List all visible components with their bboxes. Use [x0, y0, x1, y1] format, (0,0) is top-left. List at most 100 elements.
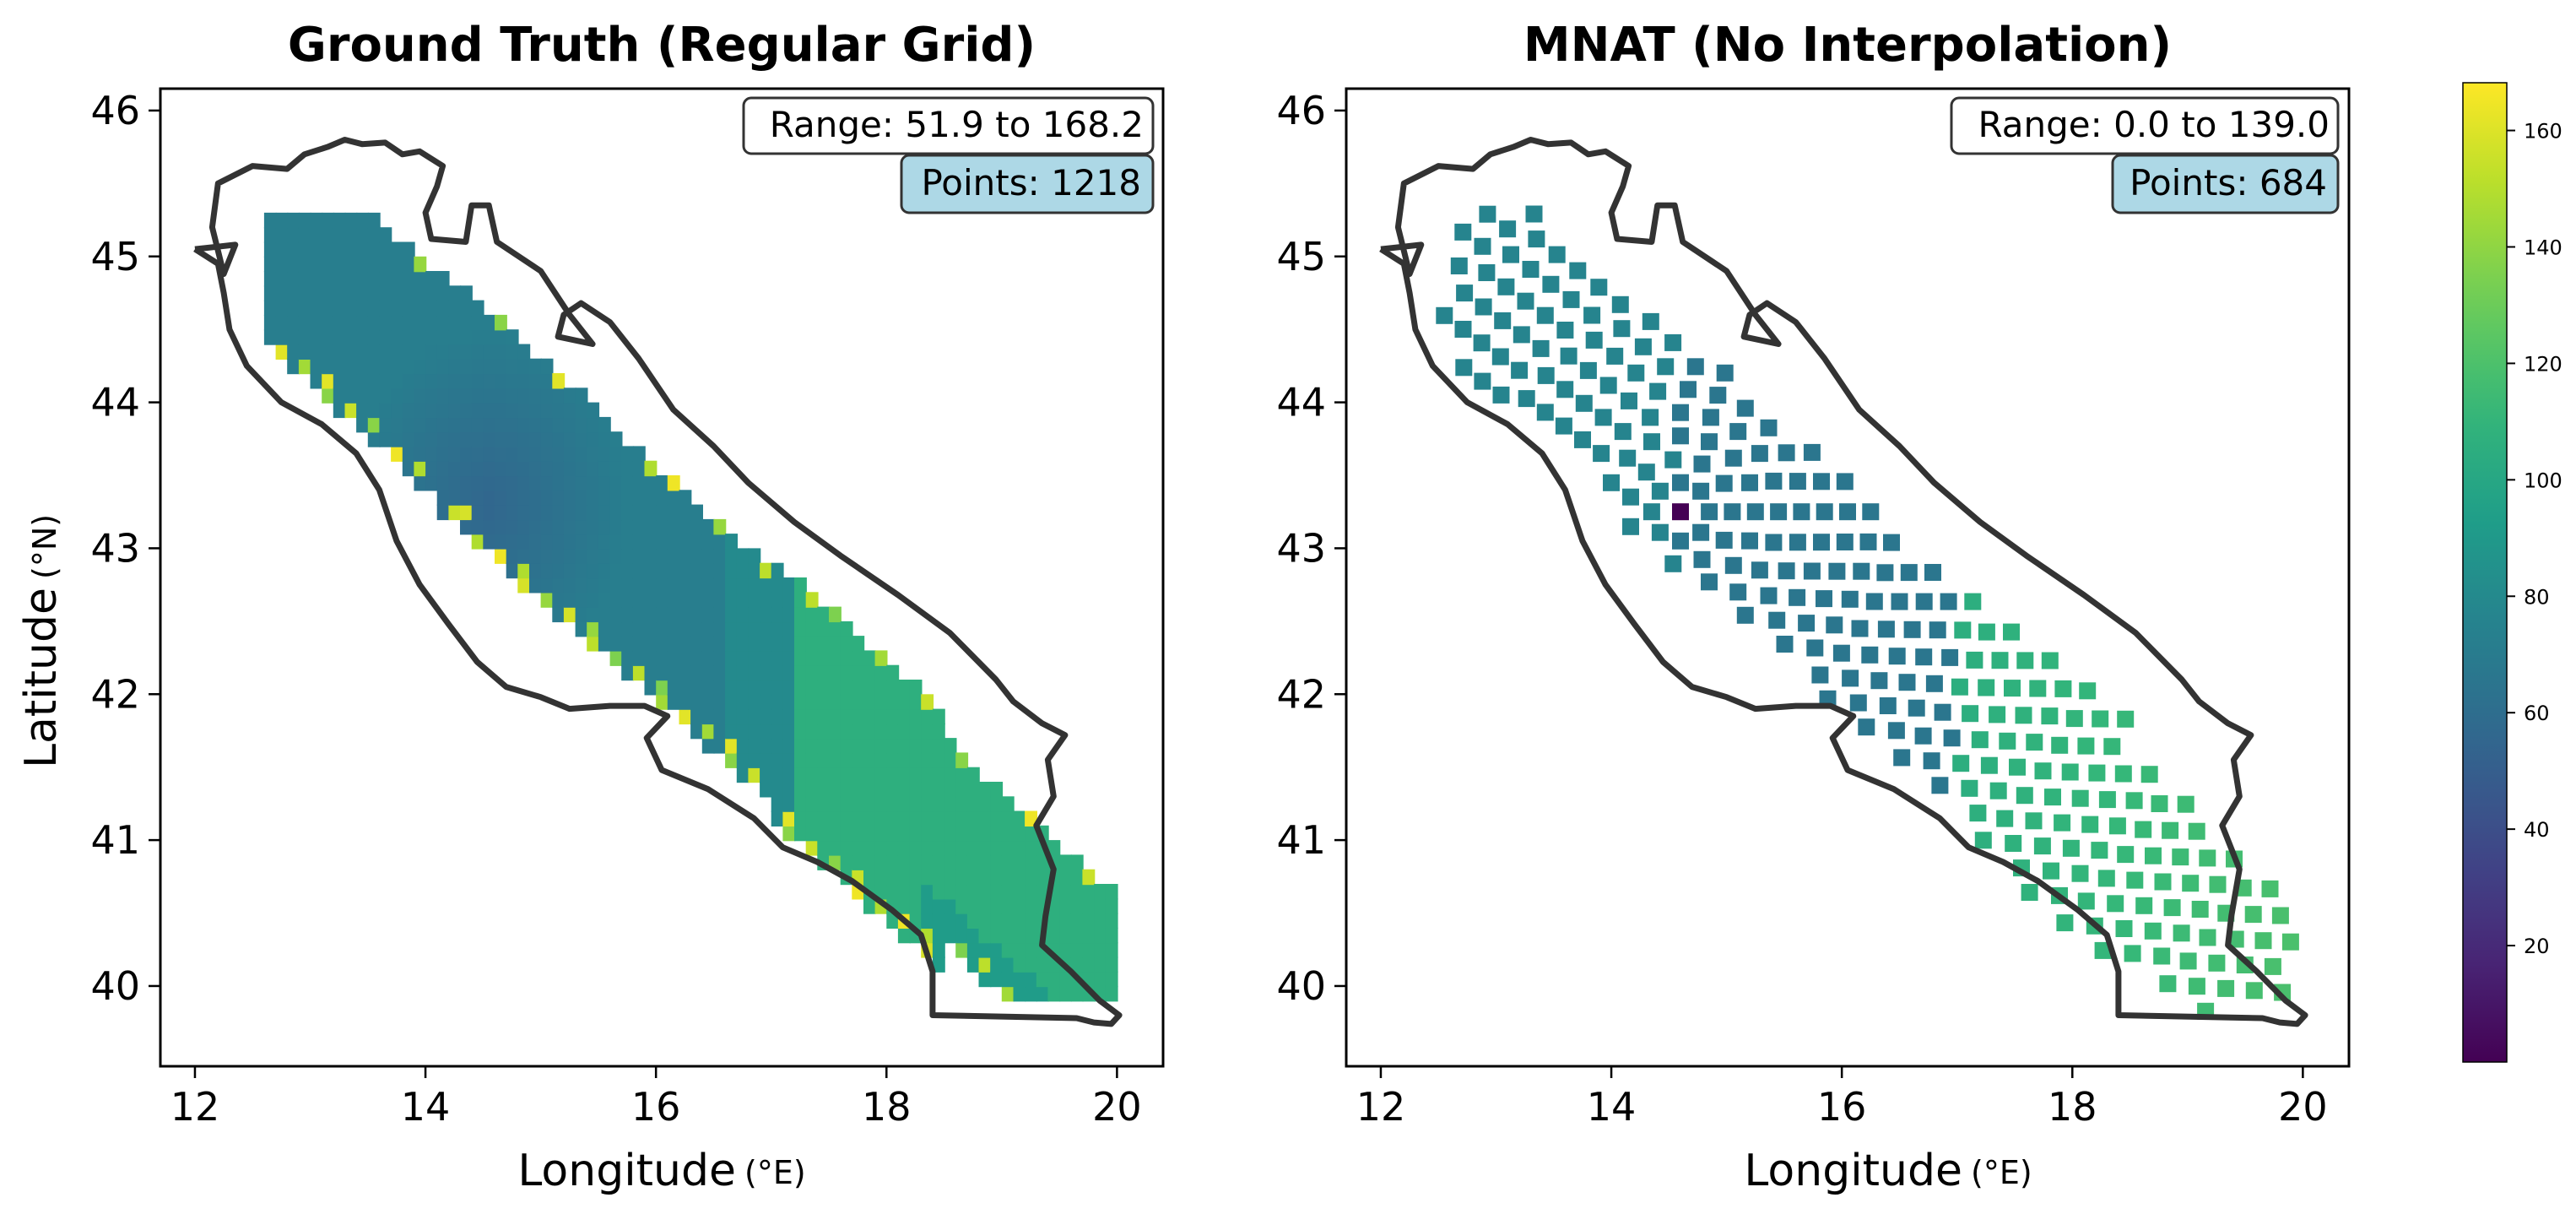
heatmap-cell: [333, 227, 346, 243]
heatmap-cell: [344, 241, 358, 257]
heatmap-cell: [852, 752, 865, 768]
scatter-marker: [1664, 555, 1682, 572]
scatter-marker: [1518, 390, 1535, 408]
heatmap-cell: [805, 738, 819, 754]
heatmap-cell: [575, 621, 588, 637]
scatter-marker: [1915, 648, 1933, 666]
scatter-marker: [2261, 880, 2279, 897]
heatmap-cell: [598, 562, 611, 579]
scatter-marker: [1672, 532, 1689, 550]
heatmap-cell: [1094, 913, 1107, 929]
heatmap-cell: [978, 782, 992, 798]
heatmap-cell: [760, 708, 772, 725]
scatter-marker: [1562, 290, 1580, 308]
heatmap-cell: [955, 869, 969, 886]
heatmap-cell: [391, 256, 403, 273]
heatmap-cell: [471, 300, 484, 317]
heatmap-cell: [909, 723, 923, 740]
heatmap-cell: [1001, 957, 1015, 973]
heatmap-cell: [805, 723, 819, 740]
heatmap-cell: [966, 767, 980, 783]
heatmap-cell: [587, 534, 600, 550]
heatmap-cell: [414, 256, 427, 273]
scatter-marker: [1729, 583, 1747, 601]
heatmap-cell: [656, 592, 669, 608]
heatmap-cell: [287, 300, 300, 317]
heatmap-cell: [402, 329, 415, 345]
scatter-marker: [1724, 556, 1742, 574]
heatmap-cell: [713, 548, 727, 564]
heatmap-cell: [852, 854, 865, 870]
heatmap-cell: [391, 402, 403, 419]
heatmap-cell: [1013, 927, 1026, 944]
heatmap-cell: [298, 358, 311, 375]
scatter-marker: [1594, 409, 1612, 426]
scatter-marker: [2254, 932, 2272, 950]
heatmap-cell: [978, 971, 992, 988]
x-tick-label: 14: [401, 1084, 451, 1130]
colorbar-tick-label: 60: [2524, 702, 2550, 725]
heatmap-cell: [1036, 884, 1049, 900]
heatmap-cell: [713, 738, 727, 754]
heatmap-cell: [552, 446, 566, 462]
heatmap-cell: [506, 446, 519, 462]
heatmap-cell: [1001, 927, 1015, 944]
heatmap-cell: [460, 402, 473, 419]
heatmap-cell: [333, 212, 346, 229]
colorbar-tick-label: 100: [2524, 469, 2562, 492]
heatmap-cell: [1036, 957, 1049, 973]
heatmap-cell: [529, 504, 542, 521]
heatmap-cell: [483, 504, 496, 521]
heatmap-cell: [632, 504, 646, 521]
y-axis-ticks: 40 41 42 43 44 45 46: [1276, 88, 1346, 1009]
scatter-marker: [1996, 810, 2014, 827]
heatmap-cell: [367, 300, 381, 317]
heatmap-cell: [805, 708, 819, 725]
scatter-marker: [1858, 718, 1875, 736]
scatter-marker: [2026, 734, 2043, 751]
heatmap-cell: [356, 241, 369, 257]
heatmap-cell: [598, 431, 611, 447]
heatmap-cell: [990, 942, 1004, 958]
heatmap-cell: [863, 825, 876, 842]
heatmap-cell: [621, 650, 635, 666]
heatmap-cell: [587, 460, 600, 477]
heatmap-cell: [990, 869, 1004, 886]
scatter-marker: [1813, 473, 1830, 490]
heatmap-cell: [471, 402, 484, 419]
heatmap-cell: [897, 869, 911, 886]
heatmap-cell: [944, 782, 957, 798]
scatter-marker: [1513, 326, 1530, 344]
heatmap-cell: [436, 314, 450, 331]
y-tick-label: 46: [90, 88, 140, 133]
heatmap-cell: [794, 694, 807, 710]
heatmap-cell: [552, 504, 566, 521]
heatmap-cell: [632, 460, 646, 477]
points-annotation: Points: 1218: [900, 154, 1155, 214]
heatmap-cell: [852, 840, 865, 856]
heatmap-cell: [656, 504, 669, 521]
scatter-marker: [1701, 573, 1718, 591]
heatmap-cell: [863, 840, 876, 856]
heatmap-cell: [725, 708, 738, 725]
heatmap-cell: [944, 840, 957, 856]
heatmap-cell: [552, 490, 566, 506]
heatmap-cell: [529, 416, 542, 433]
scatter-marker: [1672, 427, 1689, 445]
scatter-marker: [2151, 795, 2168, 812]
heatmap-cell: [782, 621, 796, 637]
scatter-marker: [1497, 278, 1515, 295]
heatmap-cell: [748, 738, 761, 754]
heatmap-cell: [897, 738, 911, 754]
heatmap-cell: [587, 446, 600, 462]
heatmap-cell: [356, 344, 369, 360]
scatter-marker: [1841, 590, 1859, 608]
heatmap-cell: [367, 227, 381, 243]
heatmap-cell: [748, 562, 761, 579]
heatmap-cell: [367, 314, 381, 331]
heatmap-cell: [760, 636, 772, 652]
scatter-marker: [1751, 445, 1768, 463]
heatmap-cell: [897, 825, 911, 842]
heatmap-cell: [760, 621, 772, 637]
heatmap-cell: [310, 358, 323, 375]
